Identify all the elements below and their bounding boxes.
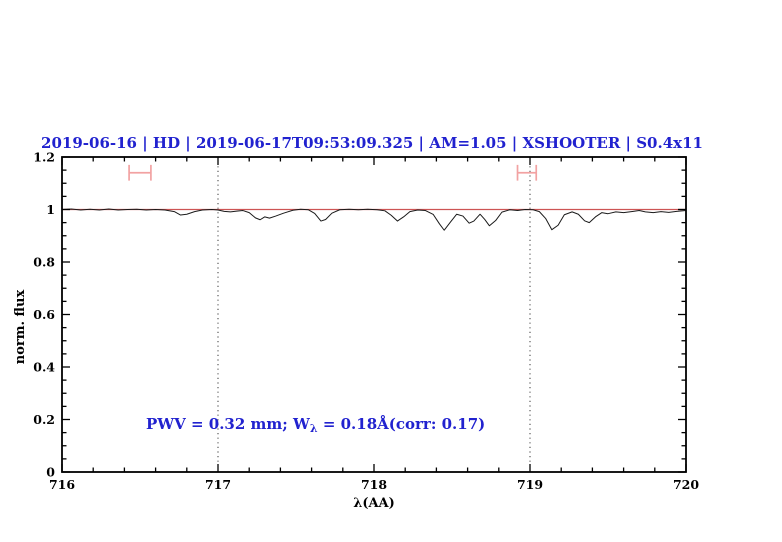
y-tick-label: 0.4 [33, 360, 55, 375]
x-tick-label: 720 [673, 477, 699, 492]
axis-ticks [61, 156, 687, 473]
tick-labels: 716 717 718 719 720 0 0.2 0.4 0.6 0.8 1 1.2 [33, 150, 699, 493]
reference-vlines [217, 157, 531, 472]
x-tick-label: 717 [205, 477, 231, 492]
y-tick-label: 0 [46, 465, 55, 480]
x-tick-label: 719 [517, 477, 543, 492]
wavelength-range-markers [128, 164, 538, 181]
y-tick-label: 0.8 [33, 255, 55, 270]
observed-spectrum-line [61, 208, 687, 231]
x-tick-label: 718 [361, 477, 387, 492]
pwv-annotation-subscript: λ [310, 422, 318, 435]
y-tick-label: 0.6 [33, 307, 55, 322]
y-tick-label: 1 [46, 202, 55, 217]
h-error-bar [516, 164, 538, 181]
h-error-bar [128, 164, 152, 181]
plot-title: 2019-06-16 | HD | 2019-06-17T09:53:09.32… [41, 134, 703, 152]
pwv-annotation: PWV = 0.32 mm; Wλ = 0.18Å(corr: 0.17) [146, 415, 485, 435]
x-tick-label: 716 [49, 477, 75, 492]
y-tick-label: 1.2 [33, 150, 55, 165]
pwv-annotation-tail: = 0.18Å(corr: 0.17) [318, 415, 486, 433]
series-lines [61, 208, 687, 231]
y-axis-label: norm. flux [13, 290, 28, 365]
y-tick-label: 0.2 [33, 412, 55, 427]
x-axis-label: λ(AA) [353, 496, 395, 511]
pwv-annotation-main: PWV = 0.32 mm; W [146, 415, 311, 433]
